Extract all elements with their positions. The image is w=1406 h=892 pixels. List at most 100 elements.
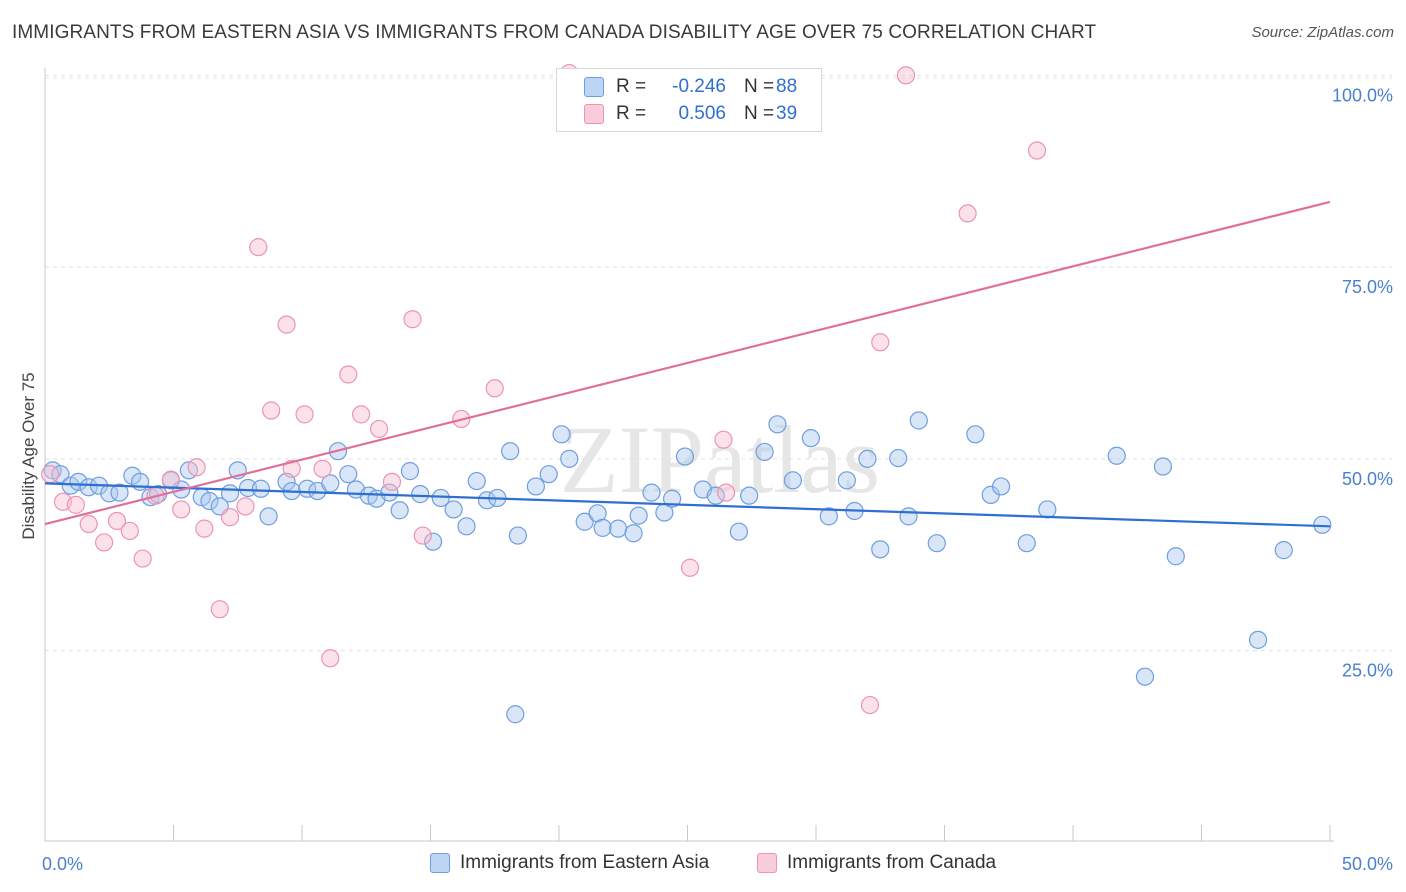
legend-r-label: R = [616,103,647,124]
data-point-eastern-asia [506,705,525,724]
trend-line-eastern-asia [44,482,1331,528]
series-eastern-asia-points [43,411,1332,724]
legend-swatch-blue [430,853,450,873]
axes [44,68,1334,842]
data-point-canada [262,401,281,420]
trend-line-canada [44,200,1331,526]
data-point-canada [339,365,358,384]
data-point-canada [249,238,268,257]
data-point-canada [716,483,736,502]
data-point-canada [107,511,127,531]
data-point-canada [958,204,977,223]
x-tick-label: 50.0% [1342,854,1393,874]
legend-item-eastern-asia: Immigrants from Eastern Asia [430,852,709,874]
legend-label-canada: Immigrants from Canada [787,852,997,873]
data-point-eastern-asia [966,425,985,444]
data-point-canada [187,458,206,477]
watermark: ZIPatlas [560,406,880,513]
data-point-canada [210,600,229,619]
data-point-eastern-asia [501,442,520,461]
tick-labels: 25.0% 50.0% 75.0% 100.0% 0.0% 50.0% [42,85,1393,874]
legend-r-label: R = [616,76,647,97]
data-point-eastern-asia [1038,500,1057,519]
data-point-canada [295,405,314,424]
grid-lines [45,74,1392,652]
legend-row-eastern-asia: R = -0.246 N = 88 [557,73,797,101]
legend-n-value: 39 [776,103,798,124]
data-point-canada [95,533,114,552]
data-point-eastern-asia [560,449,579,468]
data-point-eastern-asia [1135,667,1155,686]
data-point-eastern-asia [899,507,918,526]
data-point-canada [680,558,700,577]
data-point-canada [714,430,733,449]
data-point-eastern-asia [1166,547,1185,566]
legend-n-label: N = [744,103,775,124]
data-point-eastern-asia [1153,457,1173,476]
data-point-eastern-asia [539,465,558,484]
data-point-canada [860,695,880,715]
data-point-canada [370,419,389,439]
legend-label-eastern-asia: Immigrants from Eastern Asia [460,852,710,873]
y-tick-label: 25.0% [1342,661,1393,681]
data-point-eastern-asia [768,415,787,434]
data-point-eastern-asia [411,485,430,504]
data-point-eastern-asia [662,489,682,508]
chart-title: IMMIGRANTS FROM EASTERN ASIA VS IMMIGRAN… [12,22,1097,43]
data-point-canada [413,526,432,545]
data-point-eastern-asia [423,532,443,551]
data-point-canada [277,315,296,334]
data-point-eastern-asia [51,465,70,484]
data-point-canada [133,549,152,568]
data-point-eastern-asia [251,479,270,498]
data-point-canada [79,514,98,534]
data-point-eastern-asia [783,471,802,490]
data-point-eastern-asia [552,425,571,444]
data-point-canada [66,495,85,514]
data-point-eastern-asia [508,526,527,545]
legend-item-canada: Immigrants from Canada [757,852,996,874]
data-point-eastern-asia [200,491,219,511]
data-point-canada [172,500,191,519]
data-point-eastern-asia [729,522,749,541]
data-point-canada [485,379,504,398]
legend: R = -0.246 N = 88 R = 0.506 N = 39 [556,68,822,132]
data-point-eastern-asia [457,517,476,536]
data-point-eastern-asia [1107,446,1126,465]
data-point-eastern-asia [390,501,409,520]
legend-row-canada: R = 0.506 N = 39 [557,100,797,128]
data-point-canada [41,465,60,484]
data-point-eastern-asia [1274,541,1293,560]
data-point-eastern-asia [380,483,399,502]
data-point-eastern-asia [629,506,648,525]
data-point-eastern-asia [593,518,612,537]
data-point-eastern-asia [526,477,545,496]
x-tick-label: 0.0% [42,854,83,874]
trend-lines [44,200,1331,528]
legend-swatch-pink [757,853,777,873]
data-point-eastern-asia [837,471,856,490]
y-tick-label: 100.0% [1332,85,1393,105]
data-point-eastern-asia [991,477,1011,496]
data-point-eastern-asia [801,429,820,448]
data-point-eastern-asia [220,484,240,503]
data-point-eastern-asia [858,449,877,468]
series-canada-points [41,63,1047,715]
data-point-eastern-asia [110,483,129,502]
y-axis-label: Disability Age Over 75 [19,372,38,539]
data-point-canada [236,497,255,516]
data-point-canada [220,508,240,527]
data-point-eastern-asia [69,472,88,491]
legend-swatch-blue [584,77,604,97]
data-point-canada [1027,141,1047,160]
data-point-canada [282,459,301,478]
legend-n-label: N = [744,76,775,97]
legend-r-value: -0.246 [672,76,726,97]
data-point-eastern-asia [575,512,594,531]
data-point-eastern-asia [400,462,420,481]
data-point-canada [896,66,916,85]
data-point-canada [313,459,332,478]
data-point-canada [871,333,890,352]
data-point-canada [195,519,214,538]
